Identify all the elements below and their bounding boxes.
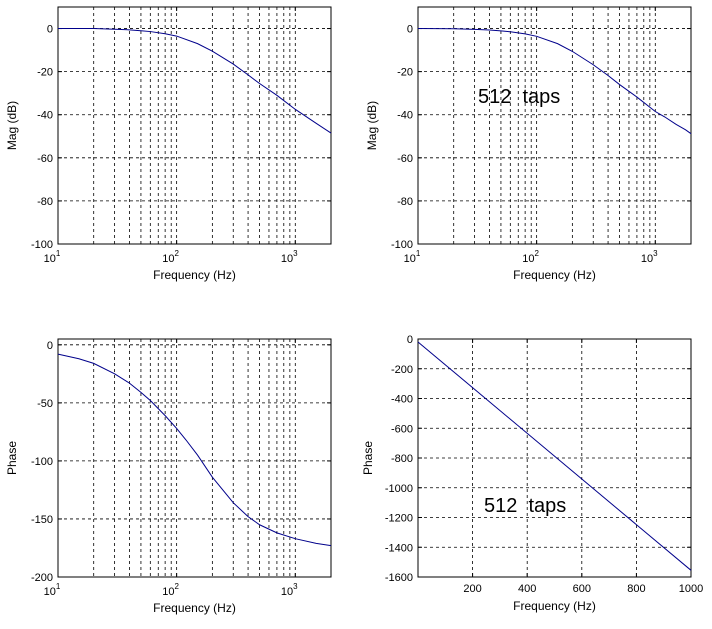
- y-axis-label: Mag (dB): [5, 101, 19, 150]
- y-tick-label: -100: [31, 456, 53, 468]
- x-tick-label: 400: [518, 583, 536, 595]
- y-tick-label: -80: [397, 196, 413, 208]
- x-tick-label: 1000: [679, 583, 703, 595]
- y-tick-label: -20: [397, 67, 413, 79]
- x-tick-label: 101: [44, 582, 61, 598]
- series-line: [57, 353, 332, 547]
- y-tick-label: 0: [407, 334, 413, 346]
- y-tick-label: -60: [397, 153, 413, 165]
- x-tick-base: 10: [162, 586, 174, 598]
- x-axis-label: Frequency (Hz): [153, 601, 236, 615]
- x-tick-label: 102: [162, 249, 179, 265]
- x-tick-label: 800: [627, 583, 645, 595]
- y-tick-label: -1200: [385, 513, 413, 525]
- y-tick-label: -200: [31, 572, 53, 584]
- series-line: [417, 341, 692, 571]
- x-tick-exponent: 1: [56, 582, 61, 591]
- y-tick-label: -200: [391, 364, 413, 376]
- y-tick-label: -800: [391, 453, 413, 465]
- x-axis-label: Frequency (Hz): [513, 599, 596, 613]
- y-tick-label: -150: [31, 514, 53, 526]
- y-tick-label: 0: [47, 24, 53, 36]
- y-axis-label: Mag (dB): [365, 101, 379, 150]
- x-tick-label: 200: [463, 583, 481, 595]
- x-tick-exponent: 3: [293, 582, 298, 591]
- x-tick-base: 10: [281, 586, 293, 598]
- y-tick-label: -1000: [385, 483, 413, 495]
- x-tick-exponent: 1: [56, 249, 61, 258]
- x-tick-label: 102: [162, 582, 179, 598]
- y-axis-label: Phase: [361, 441, 375, 475]
- y-tick-label: 0: [407, 24, 413, 36]
- x-tick-label: 103: [641, 249, 658, 265]
- y-tick-label: -80: [37, 196, 53, 208]
- y-tick-label: -100: [391, 239, 413, 251]
- x-tick-label: 103: [281, 249, 298, 265]
- annotation-taps: 512 taps: [484, 495, 566, 517]
- y-tick-label: -100: [31, 239, 53, 251]
- y-tick-label: -60: [37, 153, 53, 165]
- x-tick-base: 10: [44, 586, 56, 598]
- y-tick-label: -600: [391, 423, 413, 435]
- phase-plot-right: 0 -200 -400 -600 -800 -1000 -1200 -1400 -1600 200…: [361, 334, 703, 613]
- y-tick-label: -20: [37, 67, 53, 79]
- x-tick-exponent: 2: [535, 249, 540, 258]
- plot-frame: [417, 6, 692, 245]
- x-tick-base: 10: [44, 253, 56, 265]
- x-axis-label: Frequency (Hz): [153, 268, 236, 282]
- x-tick-base: 10: [162, 253, 174, 265]
- x-tick-exponent: 2: [175, 249, 180, 258]
- x-tick-label: 600: [573, 583, 591, 595]
- x-tick-exponent: 2: [175, 582, 180, 591]
- x-tick-base: 10: [522, 253, 534, 265]
- x-tick-exponent: 3: [653, 249, 658, 258]
- x-axis-label: Frequency (Hz): [513, 268, 596, 282]
- y-tick-label: -50: [37, 398, 53, 410]
- series-line: [58, 28, 332, 134]
- x-tick-label: 102: [522, 249, 539, 265]
- plot-frame: [57, 6, 332, 245]
- x-tick-label: 101: [44, 249, 61, 265]
- plot-frame: [57, 338, 332, 578]
- y-tick-label: -400: [391, 394, 413, 406]
- y-tick-label: 0: [47, 340, 53, 352]
- x-tick-label: 103: [281, 582, 298, 598]
- y-tick-label: -1600: [385, 572, 413, 584]
- plot-frame: [417, 338, 692, 578]
- x-tick-label: 101: [404, 249, 421, 265]
- x-tick-base: 10: [641, 253, 653, 265]
- y-tick-label: -1400: [385, 542, 413, 554]
- x-tick-exponent: 1: [416, 249, 421, 258]
- annotation-taps: 512 taps: [478, 86, 560, 108]
- series-line: [417, 28, 692, 135]
- x-tick-base: 10: [281, 253, 293, 265]
- y-tick-label: -40: [397, 110, 413, 122]
- x-tick-base: 10: [404, 253, 416, 265]
- y-axis-label: Phase: [5, 441, 19, 475]
- x-tick-exponent: 3: [293, 249, 298, 258]
- y-tick-label: -40: [37, 110, 53, 122]
